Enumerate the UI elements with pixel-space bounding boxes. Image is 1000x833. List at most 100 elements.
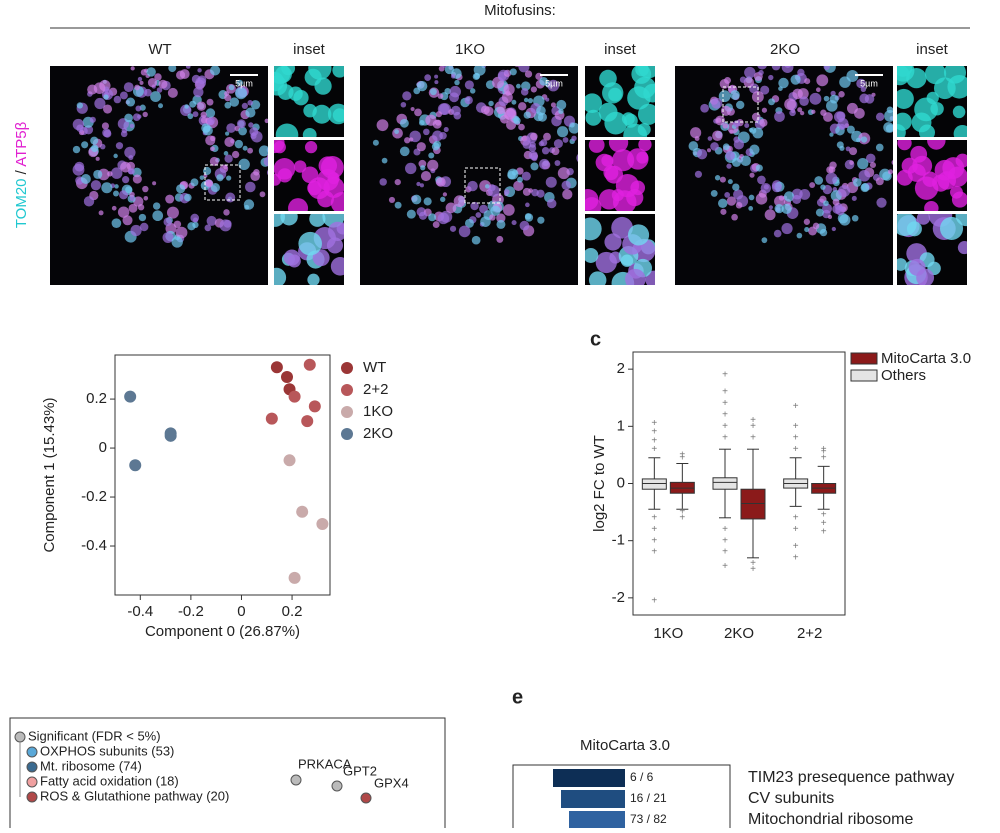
point	[265, 412, 278, 425]
y-tick-label: -0.4	[81, 537, 107, 554]
texture	[799, 189, 811, 200]
texture	[748, 206, 754, 211]
x-tick-label: 2+2	[797, 625, 822, 642]
texture	[245, 107, 256, 118]
texture	[764, 209, 776, 221]
texture	[418, 120, 425, 126]
texture	[760, 182, 772, 194]
texture	[400, 101, 407, 108]
texture	[768, 98, 775, 106]
texture	[418, 211, 428, 220]
outlier: +	[793, 444, 799, 455]
texture	[809, 92, 822, 105]
texture	[250, 100, 261, 110]
texture	[585, 93, 603, 114]
texture	[864, 94, 875, 104]
texture	[576, 154, 578, 162]
texture	[585, 109, 602, 126]
y-tick-label: 0.2	[86, 390, 107, 407]
texture	[449, 225, 457, 232]
texture	[820, 184, 826, 190]
point	[124, 390, 137, 403]
legend-label: Significant (FDR < 5%)	[28, 728, 161, 743]
texture	[436, 177, 446, 187]
texture	[128, 168, 135, 175]
texture	[722, 123, 729, 129]
texture	[797, 68, 805, 77]
texture	[545, 176, 557, 188]
legend-swatch	[850, 352, 878, 365]
inset-texture	[274, 66, 344, 137]
texture	[428, 152, 435, 159]
point	[301, 415, 314, 428]
texture	[432, 221, 440, 229]
y-tick-label: -0.2	[81, 488, 107, 505]
texture	[209, 156, 219, 166]
texture	[304, 141, 318, 154]
texture	[332, 66, 344, 78]
texture	[184, 104, 189, 109]
texture	[229, 97, 240, 107]
panel-d-frame	[9, 717, 446, 833]
texture	[142, 185, 149, 193]
texture	[225, 131, 230, 136]
texture	[557, 167, 570, 180]
texture	[326, 237, 343, 254]
texture	[771, 66, 781, 71]
texture	[83, 196, 95, 207]
texture	[521, 171, 531, 181]
texture	[226, 175, 232, 181]
outlier: +	[821, 444, 827, 455]
texture	[595, 153, 614, 172]
texture	[168, 66, 177, 73]
texture	[836, 111, 846, 121]
texture	[744, 123, 750, 128]
texture	[98, 210, 104, 216]
outlier: +	[793, 524, 799, 535]
texture	[856, 78, 866, 89]
texture	[123, 82, 134, 93]
inset-texture	[897, 214, 967, 285]
texture	[184, 193, 192, 202]
texture	[420, 165, 426, 171]
texture	[724, 192, 731, 198]
texture	[81, 141, 89, 149]
texture	[192, 221, 199, 229]
texture	[420, 170, 432, 182]
texture	[464, 218, 474, 228]
texture	[541, 147, 550, 155]
texture	[550, 102, 557, 108]
texture	[253, 169, 260, 176]
texture	[152, 181, 157, 186]
texture	[554, 160, 561, 166]
texture	[320, 156, 344, 179]
texture	[130, 66, 135, 71]
point	[303, 358, 316, 371]
texture	[210, 66, 221, 76]
texture	[924, 201, 939, 211]
inset-box	[722, 86, 759, 123]
texture	[416, 142, 426, 152]
texture	[530, 162, 539, 171]
texture	[562, 189, 573, 200]
legend-label: Mt. ribosome (74)	[40, 758, 142, 773]
texture	[829, 161, 837, 169]
texture	[224, 101, 232, 109]
texture	[611, 189, 624, 202]
outlier: +	[651, 524, 657, 535]
texture	[129, 196, 135, 202]
texture	[248, 122, 254, 128]
texture	[119, 91, 128, 100]
texture	[228, 84, 235, 91]
texture	[72, 163, 85, 176]
texture	[226, 123, 236, 133]
texture	[857, 158, 869, 170]
texture	[242, 145, 248, 151]
texture	[730, 90, 740, 100]
point	[164, 429, 177, 442]
texture	[72, 145, 81, 154]
legend-marker	[26, 761, 38, 773]
texture	[627, 224, 650, 246]
outlier: +	[750, 415, 756, 426]
texture	[799, 96, 809, 106]
